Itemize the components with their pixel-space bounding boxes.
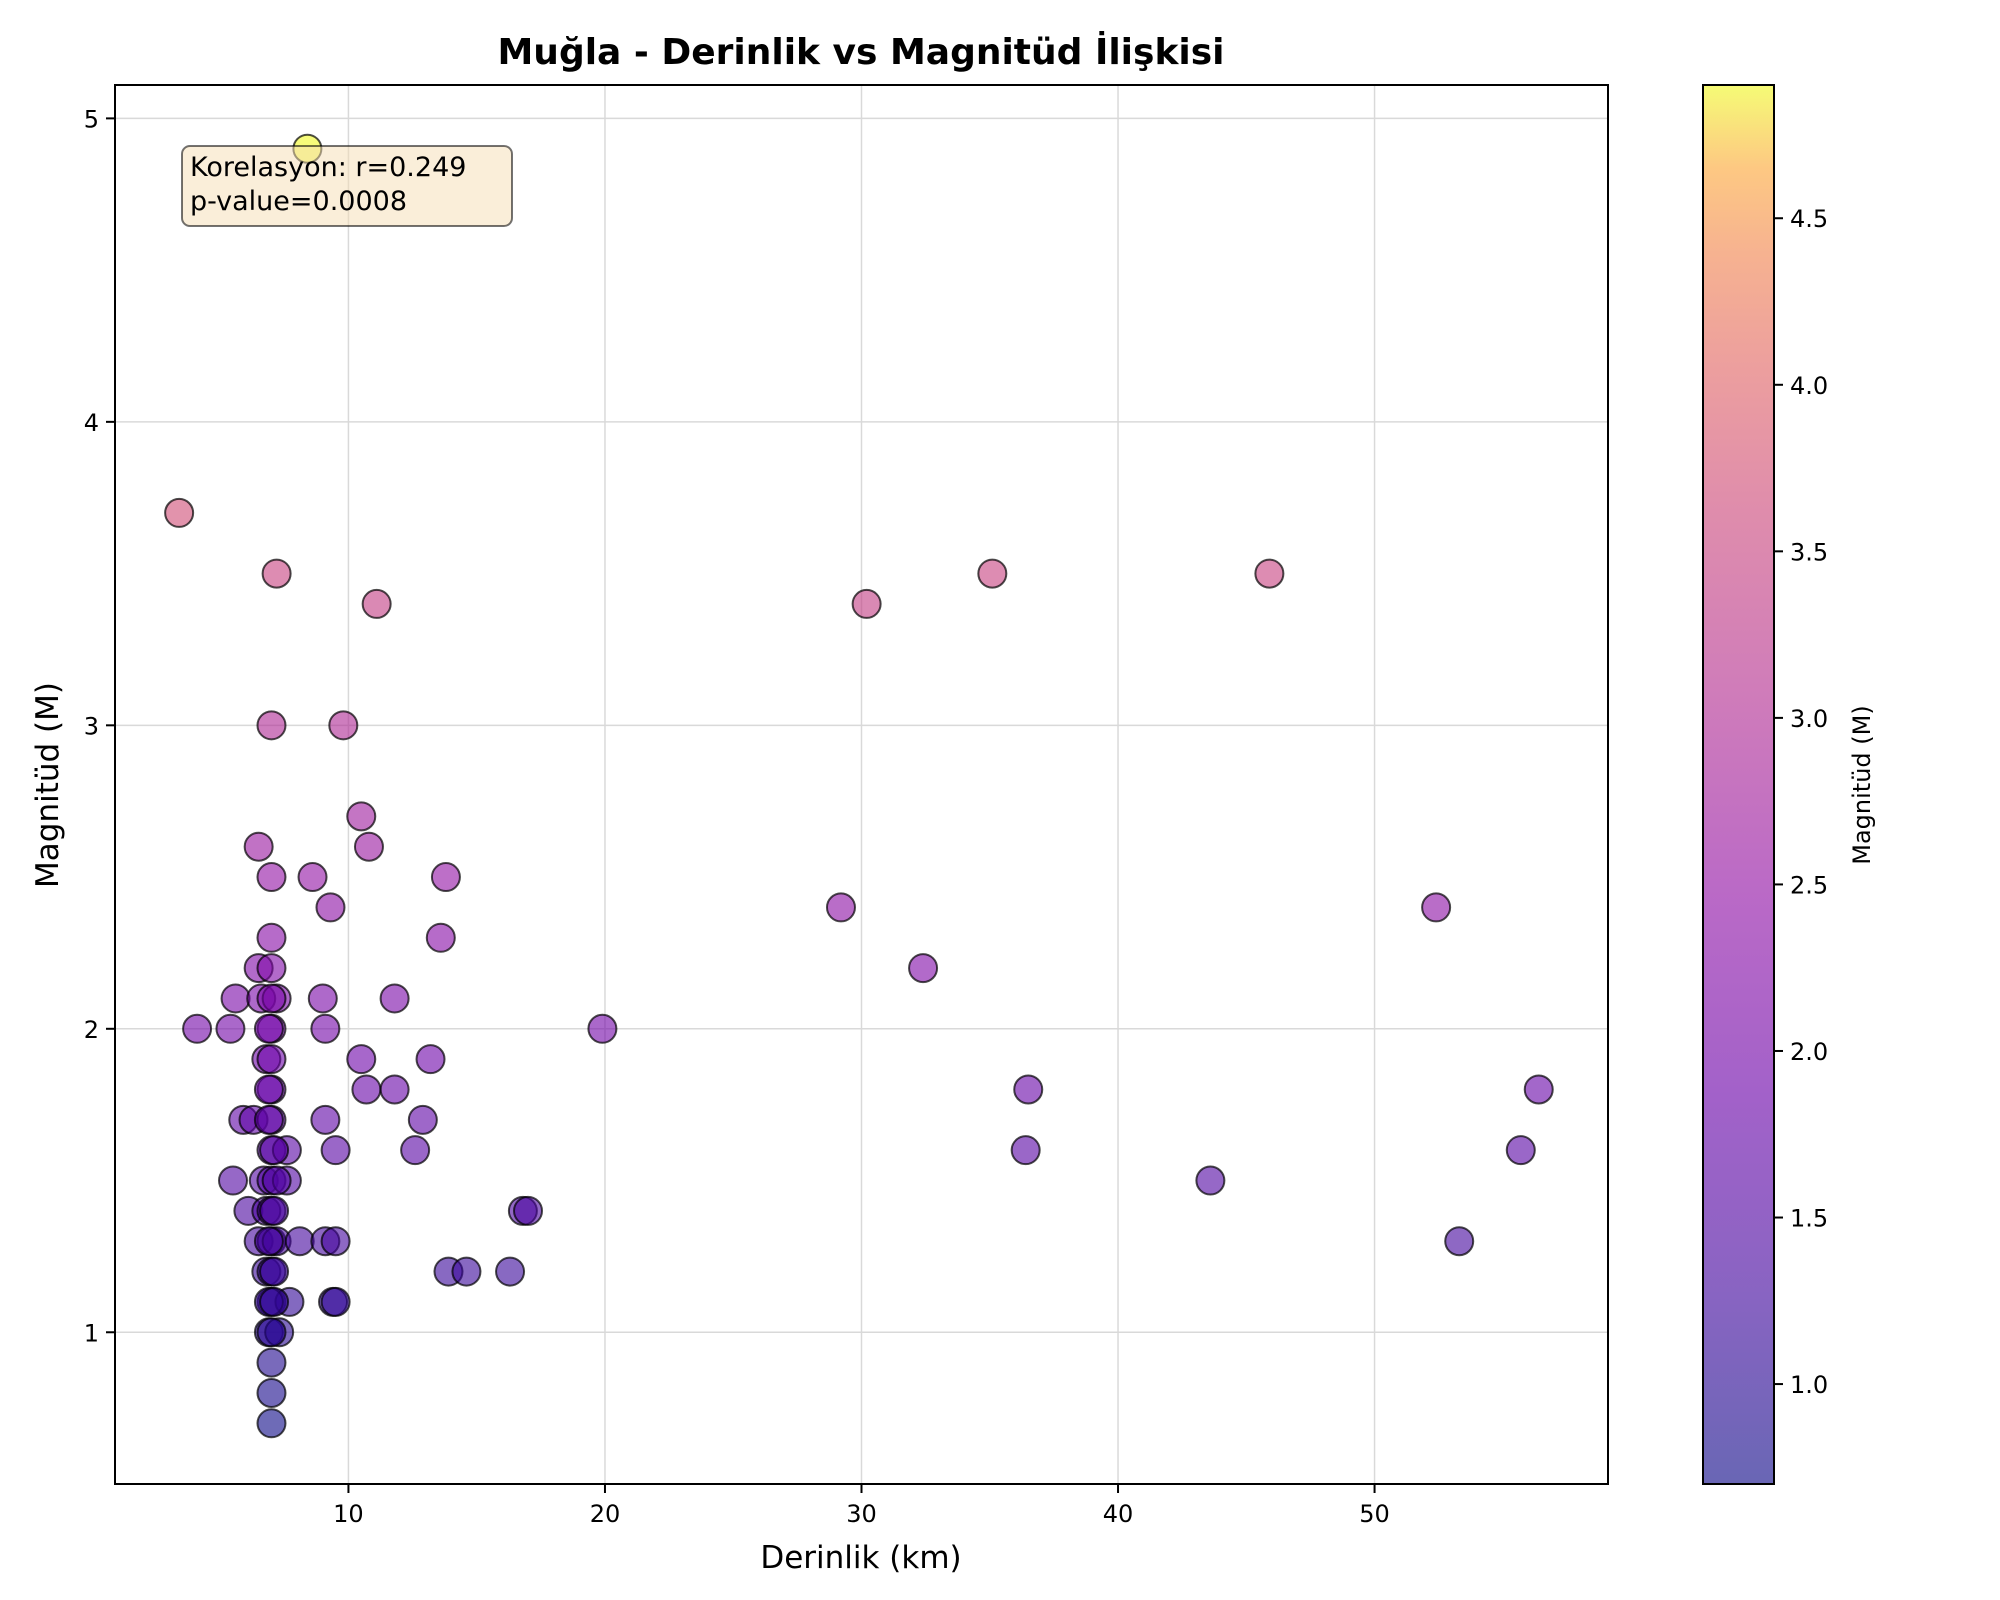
data-point	[164, 497, 195, 528]
data-point	[400, 1135, 431, 1166]
x-tick-label: 20	[590, 1500, 621, 1528]
y-tick-label: 1	[84, 1319, 99, 1347]
data-point	[346, 1044, 377, 1075]
data-point	[851, 588, 882, 619]
data-point	[253, 1074, 284, 1105]
data-point	[430, 862, 461, 893]
colorbar-tick-label: 4.5	[1790, 205, 1828, 233]
data-point	[256, 1044, 287, 1075]
data-point	[256, 983, 287, 1014]
data-point	[353, 831, 384, 862]
data-point	[256, 1347, 287, 1378]
data-point	[1523, 1074, 1554, 1105]
data-point	[1013, 1074, 1044, 1105]
data-point	[256, 710, 287, 741]
colorbar-tick-label: 1.5	[1790, 1205, 1828, 1233]
x-tick-label: 30	[846, 1500, 877, 1528]
data-point	[320, 1226, 351, 1257]
data-point	[977, 558, 1008, 589]
y-tick-label: 3	[84, 712, 99, 740]
annotation-pvalue: p-value=0.0008	[190, 186, 407, 217]
data-point	[182, 1013, 213, 1044]
correlation-annotation: Korelasyon: r=0.249 p-value=0.0008	[181, 145, 513, 227]
y-axis-label: Magnitüd (M)	[30, 682, 66, 888]
data-point	[253, 1013, 284, 1044]
data-point	[259, 1256, 290, 1287]
data-point	[825, 892, 856, 923]
data-point	[1505, 1135, 1536, 1166]
colorbar-gradient	[1702, 84, 1775, 1485]
data-point	[451, 1256, 482, 1287]
x-tick-label: 50	[1359, 1500, 1390, 1528]
data-point	[320, 1286, 351, 1317]
data-point	[425, 922, 456, 953]
y-tick-label: 4	[84, 409, 99, 437]
data-point	[310, 1104, 341, 1135]
data-point	[310, 1013, 341, 1044]
colorbar: 1.0 1.5 2.0 2.5 3.0 3.5 4.0 4.5 Magnitüd (M)	[1702, 84, 1876, 1485]
data-point	[407, 1104, 438, 1135]
colorbar-tick-label: 4.0	[1790, 372, 1828, 400]
data-point	[259, 1286, 290, 1317]
data-point	[495, 1256, 526, 1287]
data-point	[261, 1165, 292, 1196]
data-point	[256, 953, 287, 984]
colorbar-ticks: 1.0 1.5 2.0 2.5 3.0 3.5 4.0 4.5	[1774, 205, 1828, 1399]
data-point	[587, 1013, 618, 1044]
y-ticks: 1 2 3 4 5	[84, 105, 115, 1347]
y-tick-label: 2	[84, 1016, 99, 1044]
data-point	[256, 922, 287, 953]
data-point	[297, 862, 328, 893]
data-point	[256, 862, 287, 893]
colorbar-tick-label: 2.5	[1790, 871, 1828, 899]
data-point	[328, 710, 359, 741]
data-point	[261, 558, 292, 589]
x-axis-label: Derinlik (km)	[760, 1540, 961, 1576]
data-point	[256, 1377, 287, 1408]
data-point	[256, 1408, 287, 1439]
data-point	[1254, 558, 1285, 589]
chart-title: Muğla - Derinlik vs Magnitüd İlişkisi	[497, 31, 1224, 73]
data-point	[259, 1195, 290, 1226]
data-point	[415, 1044, 446, 1075]
data-point	[243, 831, 274, 862]
grid-lines	[115, 85, 1608, 1484]
data-point	[1195, 1165, 1226, 1196]
data-point	[379, 983, 410, 1014]
data-point	[215, 1013, 246, 1044]
colorbar-tick-label: 2.0	[1790, 1038, 1828, 1066]
data-point	[1421, 892, 1452, 923]
data-point	[259, 1135, 290, 1166]
colorbar-label: Magnitüd (M)	[1848, 705, 1876, 864]
data-point	[320, 1135, 351, 1166]
data-point	[256, 1317, 287, 1348]
data-point	[284, 1226, 315, 1257]
scatter-points	[164, 133, 1554, 1439]
colorbar-tick-label: 1.0	[1790, 1371, 1828, 1399]
data-point	[346, 801, 377, 832]
annotation-correlation: Korelasyon: r=0.249	[190, 152, 466, 183]
data-point	[379, 1074, 410, 1105]
data-point	[218, 1165, 249, 1196]
x-tick-label: 10	[333, 1500, 364, 1528]
data-point	[220, 983, 251, 1014]
data-point	[513, 1195, 544, 1226]
data-point	[253, 1226, 284, 1257]
data-point	[908, 953, 939, 984]
data-point	[315, 892, 346, 923]
colorbar-tick-label: 3.5	[1790, 538, 1828, 566]
data-point	[307, 983, 338, 1014]
data-point	[351, 1074, 382, 1105]
annotation-box	[181, 145, 513, 227]
data-point	[1010, 1135, 1041, 1166]
data-point	[253, 1104, 284, 1135]
y-tick-label: 5	[84, 105, 99, 133]
x-tick-label: 40	[1103, 1500, 1134, 1528]
colorbar-tick-label: 3.0	[1790, 705, 1828, 733]
x-ticks: 10 20 30 40 50	[333, 1484, 1390, 1528]
data-point	[1444, 1226, 1475, 1257]
data-point	[361, 588, 392, 619]
